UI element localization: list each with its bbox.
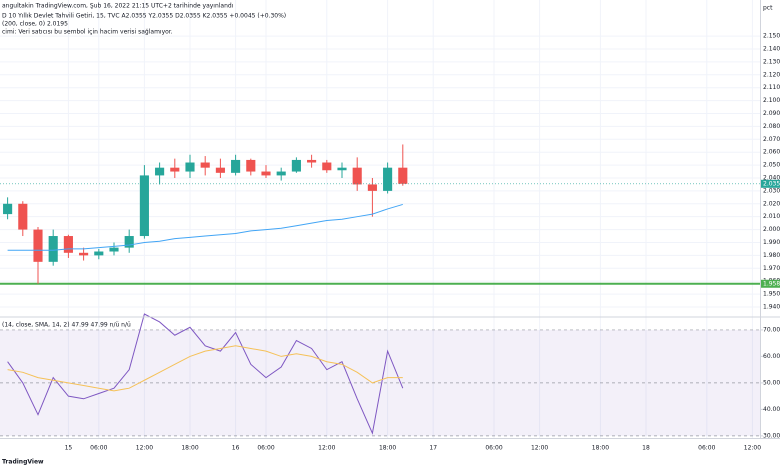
candle-body [337,167,347,171]
price-label-box [761,179,780,188]
y-tick-label: 2.050 [763,162,780,169]
candle-body [276,171,286,176]
candle-body [383,167,393,191]
y-tick-label: 2.080 [763,123,780,130]
publish-note: angultakin TradingView.com, Şub 16, 2022… [2,3,234,10]
candle-body [322,162,332,171]
axis-unit: pct [763,5,773,12]
moving-average [7,203,403,251]
candle-body [33,229,43,262]
symbol-legend: D 10 Yıllık Devlet Tahvili Getiri, 15, T… [2,13,286,20]
x-tick-label: 16 [232,445,240,452]
y-tick-label: 1.980 [763,252,780,259]
candle-body [155,167,165,176]
x-tick-label: 18 [642,445,650,452]
candle-body [200,162,210,168]
y-tick-label: 2.070 [763,136,780,143]
rsi-tick-label: 30.00 [763,432,780,439]
rsi-line [7,313,404,435]
price-label: 2.0355 [763,180,780,187]
ma-legend: (200, close, 0) 2.0195 [2,21,68,28]
y-tick-label: 2.000 [763,226,780,233]
y-tick-label: 1.950 [763,291,780,298]
rsi-tick-label: 60.00 [763,353,780,360]
rsi-ma-line [7,345,403,392]
candle-body [139,175,149,237]
y-tick-label: 2.010 [763,213,780,220]
candle-body [398,167,408,184]
candle-body [124,236,134,248]
x-tick-label: 18:00 [379,445,396,452]
candle-body [291,159,301,172]
candle-body [170,167,180,172]
x-tick-label: 17 [429,445,437,452]
x-tick-label: 12:00 [744,445,761,452]
y-tick-label: 2.130 [763,58,780,65]
y-tick-label: 1.940 [763,303,780,310]
support-label: 1.958 [763,280,780,287]
x-tick-label: 06:00 [257,445,274,452]
x-tick-label: 12:00 [531,445,548,452]
candle-body [231,159,241,173]
y-tick-label: 1.990 [763,239,780,246]
y-tick-label: 2.110 [763,84,780,91]
volume-note: cimi: Veri satıcısı bu sembol için hacim… [2,29,173,36]
candle-body [48,236,58,262]
rsi-tick-label: 50.00 [763,379,780,386]
y-tick-label: 2.100 [763,97,780,104]
rsi-tick-label: 70.00 [763,326,780,333]
candle-body [3,203,13,215]
y-tick-label: 2.030 [763,187,780,194]
candle-body [367,184,377,191]
y-tick-label: 2.020 [763,200,780,207]
y-tick-label: 2.060 [763,149,780,156]
rsi-legend: (14, close, SMA, 14, 2) 47.99 47.99 n/ü … [2,322,131,329]
candle-body [109,247,119,252]
y-tick-label: 2.140 [763,46,780,53]
support-label-box [761,279,780,288]
candle-body [215,167,225,173]
candle-body [63,236,73,253]
y-tick-label: 1.970 [763,265,780,272]
x-tick-label: 12:00 [136,445,153,452]
y-tick-label: 2.090 [763,110,780,117]
candle-body [79,252,89,256]
x-tick-label: 18:00 [181,445,198,452]
candle-body [307,159,317,163]
rsi-tick-label: 40.00 [763,406,780,413]
candle-body [246,159,256,172]
y-tick-label: 2.040 [763,174,780,181]
x-tick-label: 06:00 [485,445,502,452]
candle-body [261,171,271,176]
candle-body [18,203,28,230]
candle-body [94,251,104,256]
x-tick-label: 18:00 [592,445,609,452]
x-tick-label: 15 [65,445,73,452]
x-tick-label: 06:00 [90,445,107,452]
candle-body [352,167,362,185]
source: TradingView [2,459,44,466]
x-tick-label: 06:00 [698,445,715,452]
candle-body [185,162,195,172]
x-tick-label: 12:00 [318,445,335,452]
y-tick-label: 2.150 [763,33,780,40]
y-tick-label: 2.120 [763,71,780,78]
